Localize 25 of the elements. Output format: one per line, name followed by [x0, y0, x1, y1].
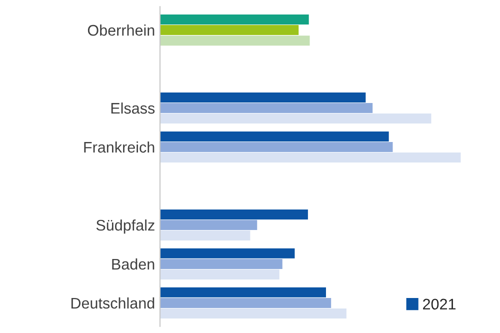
y-tick-label: Baden — [112, 258, 154, 270]
bar — [160, 131, 389, 142]
y-tick-label: Deutschland — [71, 297, 154, 309]
bar — [160, 14, 309, 25]
bar — [160, 92, 366, 102]
bar — [160, 36, 310, 46]
bar — [160, 103, 373, 114]
bar — [160, 287, 326, 298]
bar — [160, 230, 250, 241]
y-tick-label: Oberrhein — [88, 24, 154, 36]
bar — [160, 248, 295, 258]
legend-label: 2021 — [423, 298, 456, 310]
bar — [160, 209, 308, 220]
bar — [160, 25, 299, 36]
bar — [160, 142, 393, 152]
bar — [160, 114, 432, 124]
bar — [160, 308, 346, 318]
bar — [160, 152, 461, 163]
bar — [160, 269, 280, 280]
bar — [160, 220, 258, 230]
bar — [160, 298, 332, 308]
y-tick-label: Elsass — [111, 102, 155, 114]
y-tick-label: Südpfalz — [96, 219, 154, 234]
bar — [160, 258, 282, 269]
y-tick-label: Frankreich — [84, 141, 154, 153]
